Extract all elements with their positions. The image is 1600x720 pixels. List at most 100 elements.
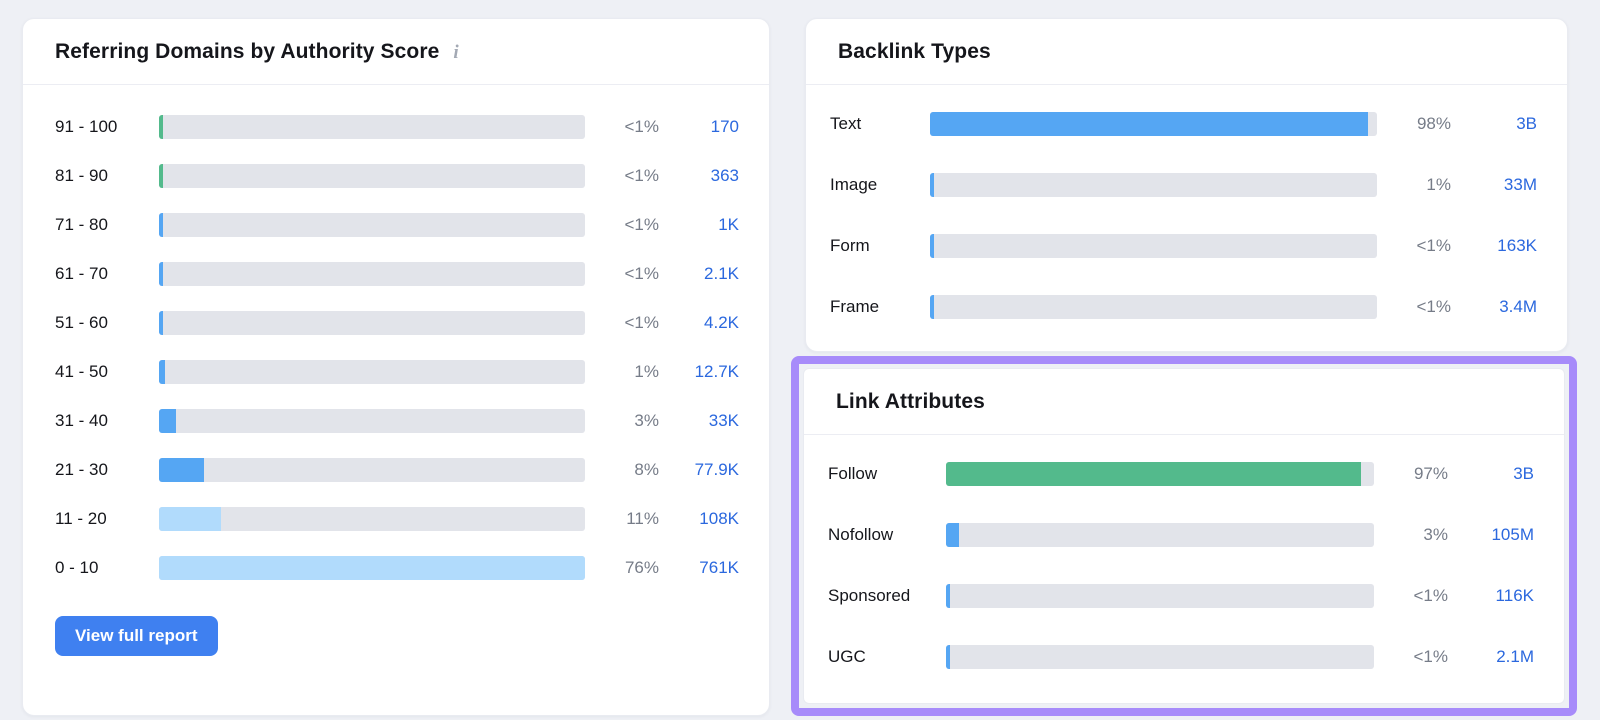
bar-row: Form <1% 163K <box>830 215 1537 276</box>
bar-value-link[interactable]: 108K <box>699 508 739 528</box>
bar-row: 11 - 20 11% 108K <box>55 494 739 543</box>
bar-track <box>159 114 585 139</box>
bar-value-link[interactable]: 2.1M <box>1496 646 1534 666</box>
bar-value-link[interactable]: 170 <box>710 116 739 136</box>
bar-value-link[interactable]: 4.2K <box>704 312 739 332</box>
bar-percent-label: <1% <box>624 116 660 136</box>
bar-percent-label: <1% <box>1413 646 1449 666</box>
referring-domains-title: Referring Domains by Authority Score <box>55 40 440 63</box>
bar-fill <box>946 644 950 669</box>
backlink-types-header: Backlink Types <box>806 19 1567 85</box>
bar-track <box>946 644 1374 669</box>
bar-fill <box>930 111 1369 136</box>
bar-percent-label: 8% <box>634 459 659 479</box>
bar-value-link[interactable]: 761K <box>699 557 739 577</box>
bar-value-link[interactable]: 105M <box>1491 524 1534 544</box>
bar-percent-label: <1% <box>624 312 660 332</box>
bar-value-link[interactable]: 33K <box>708 410 739 430</box>
bar-fill <box>159 555 585 580</box>
bar-fill <box>946 583 950 608</box>
bar-percent-label: <1% <box>1416 235 1452 255</box>
bar-track <box>159 261 585 286</box>
bar-row-label: 61 - 70 <box>55 263 108 283</box>
referring-domains-rows: 91 - 100 <1% 170 81 - 90 <1% 363 71 - 80 <1% 1K 6… <box>23 85 769 592</box>
bar-fill <box>930 233 934 258</box>
bar-row-label: Image <box>830 174 878 194</box>
backlink-types-rows: Text 98% 3B Image 1% 33M Form <1% 163K Frame <1% 3.… <box>806 85 1567 351</box>
bar-fill <box>159 212 163 237</box>
bar-row-label: Follow <box>828 463 878 483</box>
bar-fill <box>159 408 176 433</box>
link-attributes-header: Link Attributes <box>804 369 1564 435</box>
bar-value-link[interactable]: 3B <box>1513 463 1534 483</box>
referring-domains-header: Referring Domains by Authority Score i <box>23 19 769 85</box>
bar-value-link[interactable]: 77.9K <box>694 459 739 479</box>
bar-row-label: Form <box>830 235 870 255</box>
bar-row: Image 1% 33M <box>830 154 1537 215</box>
bar-percent-label: 97% <box>1413 463 1448 483</box>
link-attributes-rows: Follow 97% 3B Nofollow 3% 105M Sponsored <1% 116… <box>804 435 1564 703</box>
bar-track <box>159 359 585 384</box>
bar-row-label: 21 - 30 <box>55 459 108 479</box>
bar-row: 91 - 100 <1% 170 <box>55 102 739 151</box>
bar-row: UGC <1% 2.1M <box>828 626 1534 687</box>
bar-track <box>159 506 585 531</box>
bar-track <box>930 294 1377 319</box>
bar-row-label: 51 - 60 <box>55 312 108 332</box>
bar-row-label: 41 - 50 <box>55 361 108 381</box>
bar-track <box>930 111 1377 136</box>
bar-fill <box>930 294 934 319</box>
bar-track <box>159 457 585 482</box>
bar-percent-label: 1% <box>1426 174 1451 194</box>
bar-row-label: 81 - 90 <box>55 165 108 185</box>
bar-row: 41 - 50 1% 12.7K <box>55 347 739 396</box>
bar-value-link[interactable]: 363 <box>710 165 739 185</box>
bar-percent-label: <1% <box>1416 296 1452 316</box>
bar-percent-label: 1% <box>634 361 659 381</box>
bar-row-label: Nofollow <box>828 524 894 544</box>
bar-value-link[interactable]: 1K <box>718 214 739 234</box>
bar-value-link[interactable]: 3.4M <box>1499 296 1537 316</box>
bar-row: 81 - 90 <1% 363 <box>55 151 739 200</box>
bar-row-label: 71 - 80 <box>55 214 108 234</box>
bar-percent-label: 3% <box>1423 524 1448 544</box>
bar-fill <box>159 310 163 335</box>
bar-fill <box>946 461 1362 486</box>
view-full-report-button[interactable]: View full report <box>55 616 218 656</box>
bar-row: 0 - 10 76% 761K <box>55 543 739 592</box>
bar-row-label: 91 - 100 <box>55 116 118 136</box>
bar-percent-label: 76% <box>624 557 659 577</box>
bar-value-link[interactable]: 163K <box>1497 235 1537 255</box>
bar-track <box>930 233 1377 258</box>
bar-fill <box>159 506 221 531</box>
bar-track <box>930 172 1377 197</box>
bar-percent-label: <1% <box>1413 585 1449 605</box>
bar-track <box>159 163 585 188</box>
bar-row: Sponsored <1% 116K <box>828 565 1534 626</box>
bar-value-link[interactable]: 33M <box>1503 174 1537 194</box>
right-column: Backlink Types Text 98% 3B Image 1% 33M Form <1… <box>791 18 1577 716</box>
bar-row-label: Frame <box>830 296 880 316</box>
bar-row: 71 - 80 <1% 1K <box>55 200 739 249</box>
bar-track <box>946 522 1374 547</box>
bar-row: 21 - 30 8% 77.9K <box>55 445 739 494</box>
bar-row: 61 - 70 <1% 2.1K <box>55 249 739 298</box>
bar-value-link[interactable]: 2.1K <box>704 263 739 283</box>
bar-row: 31 - 40 3% 33K <box>55 396 739 445</box>
bar-value-link[interactable]: 3B <box>1516 113 1537 133</box>
bar-track <box>159 212 585 237</box>
info-icon[interactable]: i <box>453 41 459 63</box>
bar-value-link[interactable]: 12.7K <box>694 361 739 381</box>
bar-row: Frame <1% 3.4M <box>830 276 1537 337</box>
bar-fill <box>159 261 163 286</box>
referring-domains-card: Referring Domains by Authority Score i 9… <box>22 18 770 716</box>
bar-fill <box>159 114 163 139</box>
bar-row-label: 31 - 40 <box>55 410 108 430</box>
bar-track <box>159 310 585 335</box>
bar-row: Nofollow 3% 105M <box>828 504 1534 565</box>
bar-percent-label: <1% <box>624 263 660 283</box>
bar-value-link[interactable]: 116K <box>1495 585 1534 605</box>
bar-fill <box>159 359 165 384</box>
bar-track <box>946 461 1374 486</box>
bar-percent-label: 11% <box>626 508 659 528</box>
